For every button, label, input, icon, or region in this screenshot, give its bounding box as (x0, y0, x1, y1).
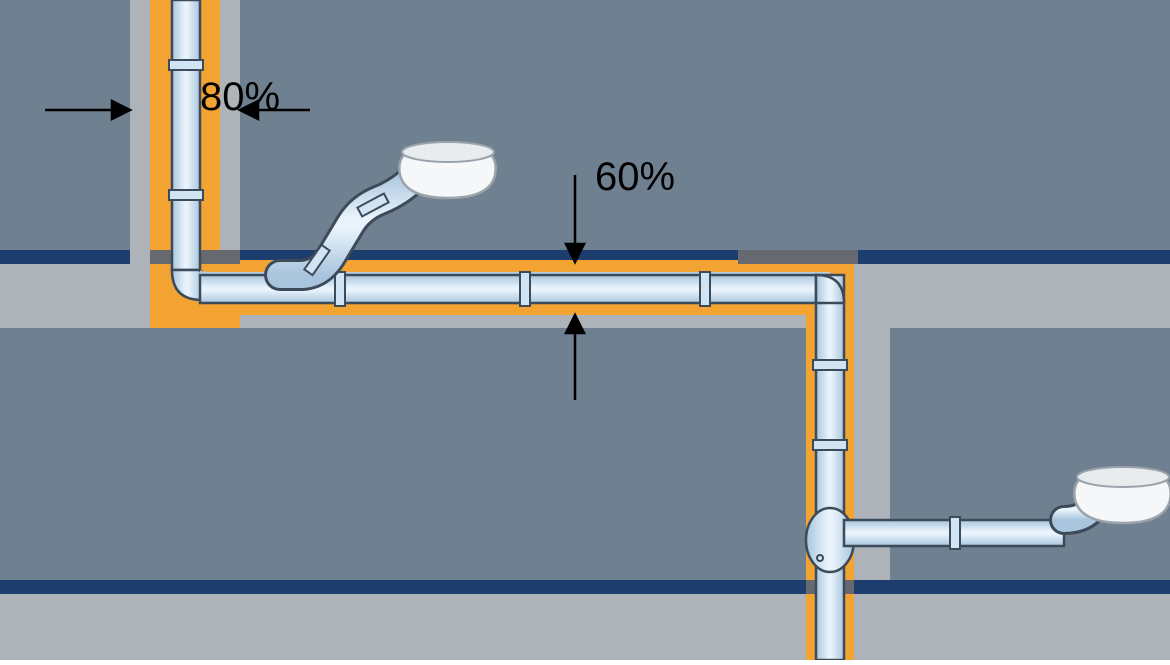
lower-floor-band (0, 580, 1170, 594)
diagram-svg (0, 0, 1170, 660)
toilet-upper (399, 142, 495, 198)
label-60: 60% (595, 155, 675, 200)
room-upper-left (0, 0, 130, 250)
toilet-lower (1074, 467, 1170, 523)
penetration-right-upper (738, 250, 858, 264)
pipe-diagram: 80% 60% (0, 0, 1170, 660)
label-80: 80% (200, 75, 280, 120)
